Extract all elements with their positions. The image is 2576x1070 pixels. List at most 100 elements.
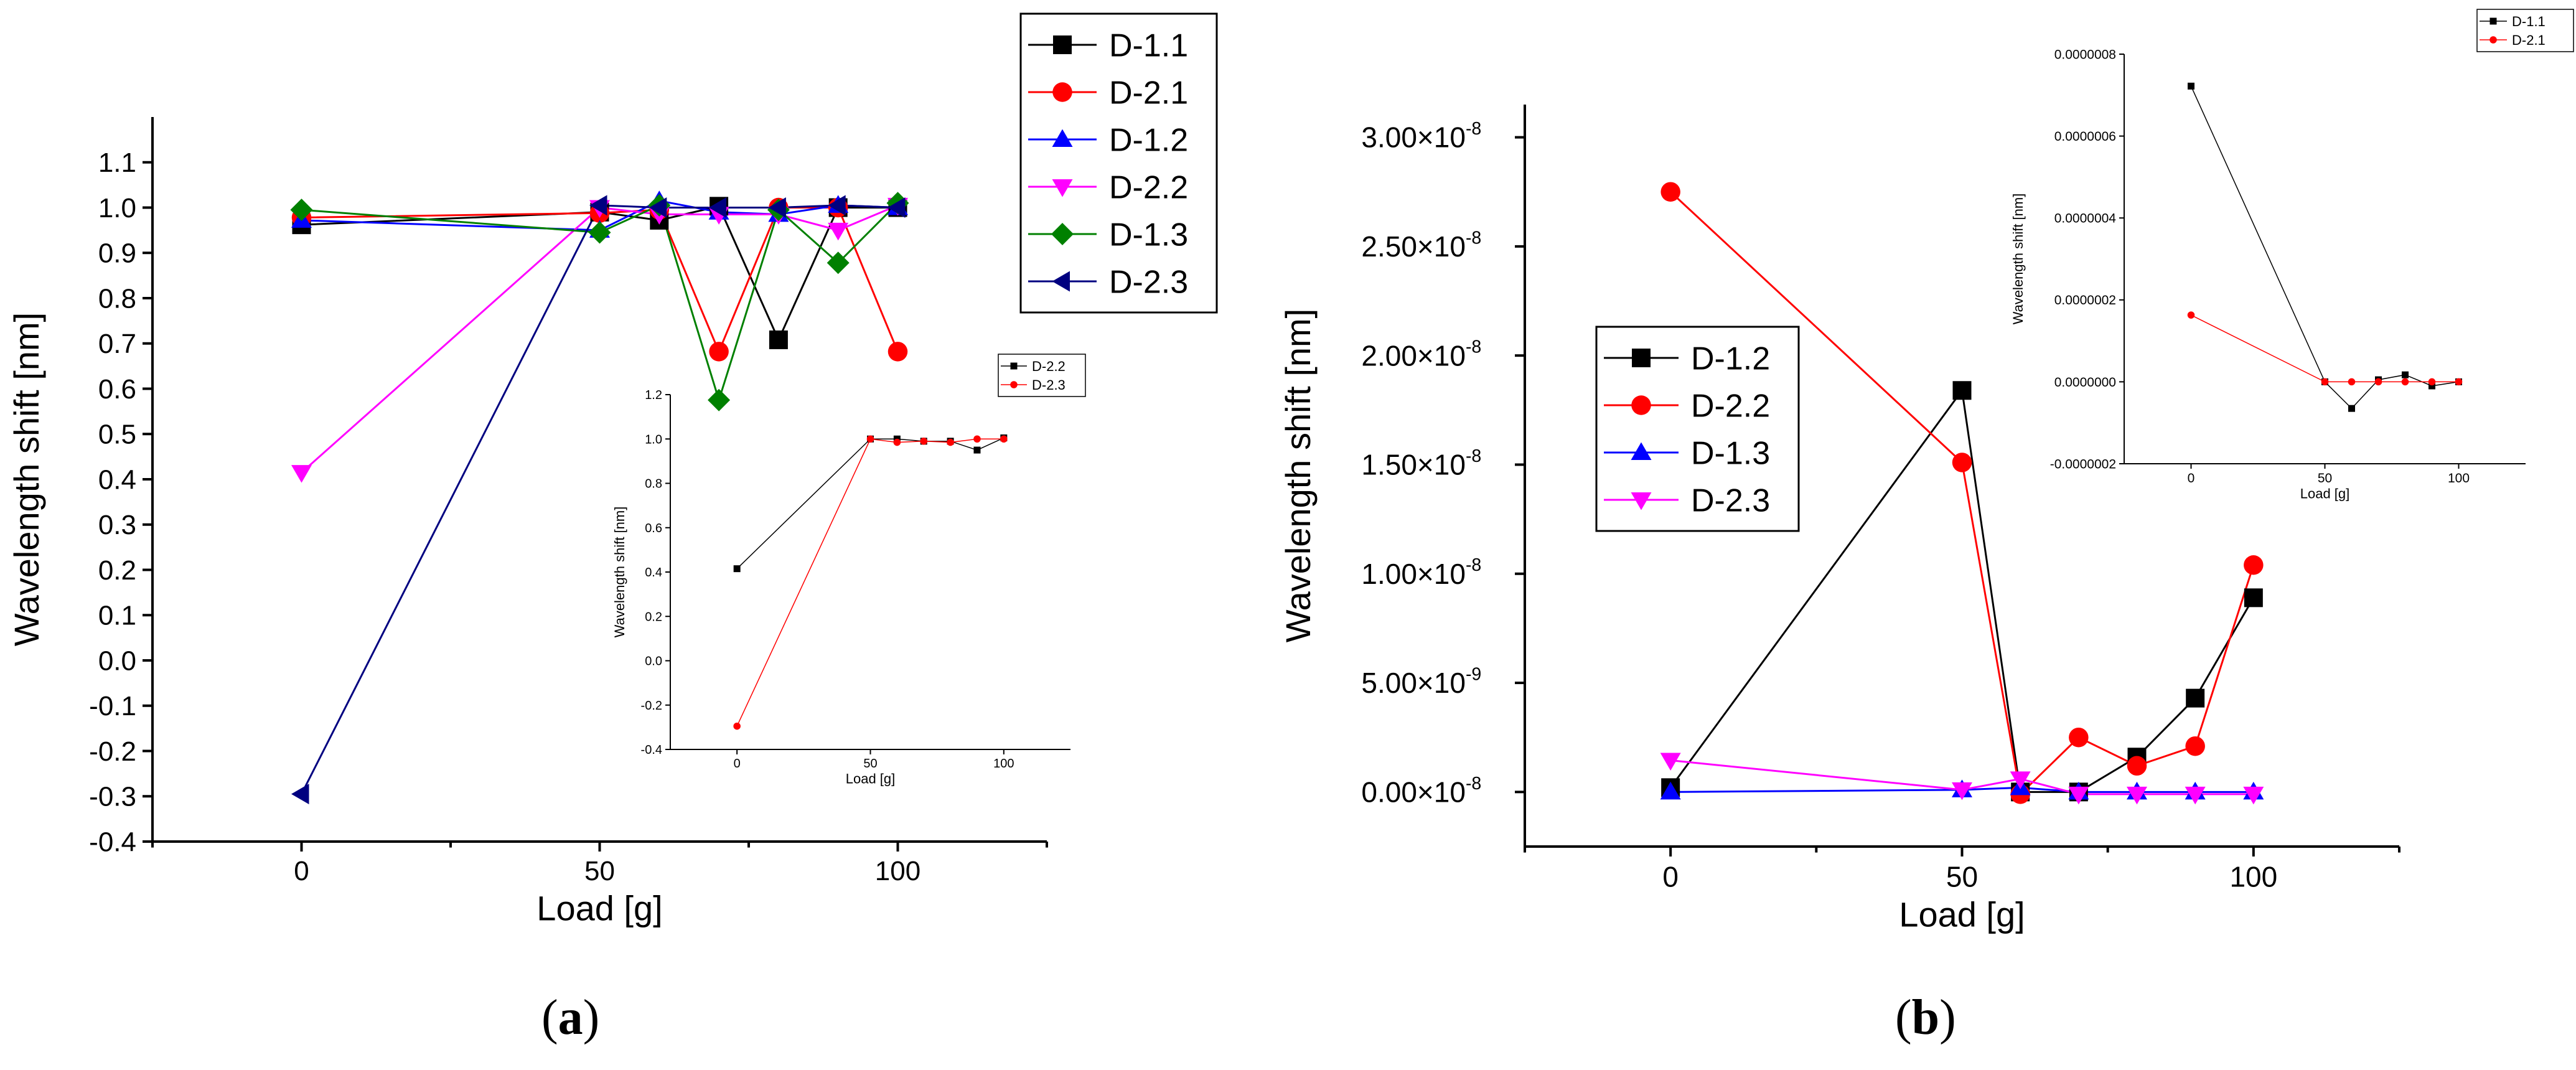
a-main-y-axis-label: Wavelength shift [nm]: [7, 312, 46, 646]
b-main-y-tick-exponent: -8: [1466, 446, 1481, 466]
a-main-legend-label: D-2.3: [1109, 265, 1188, 301]
a-main-series-D-2.3-point: [768, 197, 786, 218]
a-inset-series-D-2.3-point: [893, 438, 901, 446]
a-main-series-D-1.3-point: [588, 221, 611, 244]
a-main-y-tick-label: 0.1: [98, 601, 136, 631]
a-inset-y-axis-label: Wavelength shift [nm]: [612, 507, 627, 638]
a-main-legend-box: [1019, 12, 1218, 314]
caption-b-close: ): [1939, 990, 1956, 1045]
chart-a-main: -0.4 -0.3 -0.2 -0.1 0.0 0.1 0.2 0.3 0.4 0.5 0.6 0.7…: [7, 12, 1218, 928]
b-main-y-tick-label: 3.00×10-8: [1361, 119, 1481, 154]
b-inset-legend-label: D-1.1: [2512, 14, 2546, 29]
b-main-legend-marker: [1631, 492, 1652, 510]
a-inset-x-tick-label: 50: [863, 757, 877, 771]
b-main-y-tick-label: 2.00×10-8: [1361, 337, 1481, 372]
a-main-legend-label: D-1.2: [1109, 123, 1188, 159]
b-inset-series-D-2.1-point: [2321, 378, 2329, 386]
a-main-series-D-2.3-point: [888, 197, 906, 218]
a-main-x-axis-label: Load [g]: [536, 889, 662, 928]
a-inset-series-D-2.3-point: [1000, 435, 1008, 443]
a-main-y-tick-label: 1.1: [98, 148, 136, 178]
a-inset-series-D-2.2-point: [973, 446, 981, 454]
b-main-legend-label: D-2.2: [1691, 388, 1770, 425]
b-main-y-tick-exponent: -9: [1466, 664, 1481, 684]
a-main-series-D-2.1-point: [888, 342, 908, 362]
b-inset-series-D-2.1-line: [2191, 314, 2459, 383]
a-inset-y-tick-label: 0.0: [645, 655, 662, 669]
a-inset-x-axis-label: Load [g]: [846, 771, 896, 786]
chart-b-inset: -0.0000002 0.0000000 0.0000002 0.0000004 0.0…: [2010, 9, 2574, 501]
a-main-legend-label: D-1.3: [1109, 217, 1188, 253]
a-main-series-D-2.3-point: [828, 195, 846, 216]
b-main-x-tick-label: 50: [1946, 860, 1978, 893]
b-inset-y-tick-label: 0.0000006: [2054, 129, 2116, 144]
caption-b-letter: b: [1911, 990, 1940, 1045]
b-inset-series-D-2.1-point: [2401, 378, 2409, 386]
b-main-series-D-1.2-point: [2244, 588, 2263, 608]
a-inset-x-tick-label: 0: [734, 757, 741, 771]
b-inset-series-D-2.1-point: [2428, 378, 2436, 386]
a-main-y-tick-label: 0.8: [98, 283, 136, 314]
a-inset-series-D-2.3-point: [973, 435, 981, 443]
b-main-series-D-2.2-point: [1952, 453, 1972, 472]
a-main-legend-marker: [1051, 223, 1074, 245]
a-main-x-tick-label: 100: [875, 856, 920, 886]
a-main-x-tick-label: 0: [294, 856, 309, 886]
a-inset-series-D-2.3-point: [866, 435, 874, 443]
b-main-legend-marker: [1631, 395, 1651, 415]
a-main-y-tick-label: 0.3: [98, 510, 136, 540]
b-main-y-tick-label: 5.00×10-9: [1361, 664, 1481, 699]
a-inset-y-tick-label: 0.8: [645, 477, 662, 491]
a-inset-y-tick-label: 0.6: [645, 522, 662, 535]
b-inset-x-axis-label: Load [g]: [2300, 486, 2350, 501]
a-main-y-tick-label: 0.2: [98, 555, 136, 586]
b-main-y-tick-label: 1.50×10-8: [1361, 446, 1481, 481]
b-inset-x-tick-label: 50: [2318, 471, 2332, 486]
a-inset-y-tick-label: 1.0: [645, 433, 662, 446]
b-inset-y-tick-label: 0.0000002: [2054, 293, 2116, 307]
a-main-legend-label: D-2.2: [1109, 170, 1188, 206]
b-inset-series-D-2.1-point: [2374, 378, 2382, 386]
b-inset-legend-marker: [2489, 36, 2497, 44]
b-main-series-D-2.3-point: [2068, 786, 2089, 805]
b-inset-legend-box: [2476, 9, 2574, 52]
a-main-legend-label: D-1.1: [1109, 28, 1188, 64]
b-main-series-D-2.2-point: [2244, 555, 2264, 575]
b-main-y-tick-exponent: -8: [1466, 774, 1481, 794]
b-main-legend-label: D-1.2: [1691, 341, 1770, 377]
b-main-x-axis-label: Load [g]: [1899, 895, 2025, 934]
a-main-series-D-2.2-point: [291, 465, 312, 483]
b-main-legend-box: [1595, 326, 1800, 532]
caption-a-open: (: [541, 990, 558, 1045]
b-main-series-D-2.2-point: [2127, 756, 2147, 776]
b-main-series-D-2.2-point: [1660, 182, 1680, 202]
b-main-series-D-1.2-point: [2186, 688, 2205, 708]
a-inset-y-tick-label: -0.4: [641, 743, 662, 757]
a-main-y-tick-label: 0.4: [98, 464, 136, 495]
b-main-series-D-2.3-point: [2127, 786, 2147, 805]
a-inset-x-tick-label: 100: [993, 757, 1014, 771]
b-inset-series-D-2.1-point: [2455, 378, 2463, 386]
b-inset-series-D-2.1-point: [2348, 378, 2356, 386]
a-main-series-D-2.1-point: [709, 342, 729, 362]
a-main-legend-marker: [1052, 179, 1073, 197]
a-inset-y-tick-label: 0.2: [645, 610, 662, 624]
a-main-series-D-2.3-point: [649, 197, 667, 218]
a-main-y-tick-label: -0.1: [89, 691, 136, 721]
b-main-series-D-2.3-point: [2243, 786, 2264, 805]
a-main-series-D-2.3-point: [291, 784, 309, 805]
b-main-y-tick-label: 2.50×10-8: [1361, 228, 1481, 263]
a-main-series-D-2.3-point: [708, 197, 727, 218]
b-main-y-tick-exponent: -8: [1466, 119, 1481, 139]
chart-b-main: 0.00×10-8 5.00×10-9 1.00×10-8 1.50×10-8 2.00…: [1278, 105, 2400, 934]
b-main-y-axis-label: Wavelength shift [nm]: [1278, 309, 1318, 642]
b-main-series-D-2.3-point: [2010, 771, 2031, 789]
b-main-series-D-2.3-point: [1660, 753, 1681, 771]
b-inset-legend-marker: [2489, 17, 2497, 25]
a-inset-series-D-2.3-line: [736, 438, 1004, 726]
a-inset-series-D-2.2-line: [736, 437, 1005, 570]
b-inset-series-D-1.1-point: [2348, 405, 2355, 412]
b-main-legend-label: D-2.3: [1691, 483, 1770, 519]
a-main-y-tick-label: -0.3: [89, 782, 136, 812]
